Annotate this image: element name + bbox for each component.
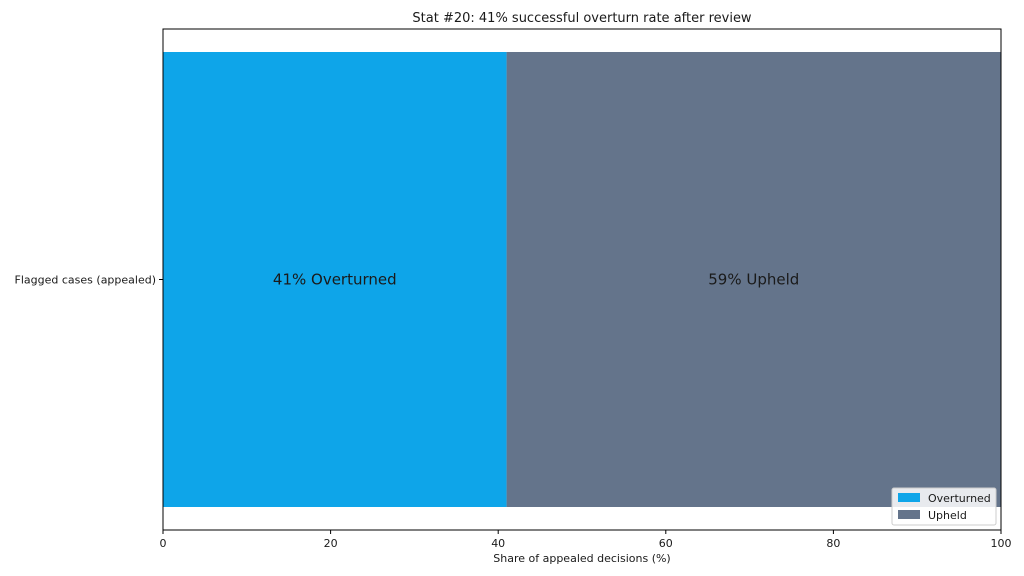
bar-overturned [163, 52, 507, 507]
x-tick-label: 100 [991, 537, 1012, 550]
x-tick-label: 20 [324, 537, 338, 550]
legend-swatch-overturned [898, 493, 920, 502]
y-tick-label: Flagged cases (appealed) [15, 274, 156, 287]
legend: Overturned Upheld [891, 487, 997, 526]
chart-title: Stat #20: 41% successful overturn rate a… [412, 11, 752, 26]
x-tick-label: 60 [659, 537, 673, 550]
bar-group [163, 52, 1001, 507]
x-tick-label: 80 [826, 537, 840, 550]
bar-label-overturned: 41% Overturned [273, 271, 397, 289]
bar-upheld [506, 52, 1001, 507]
legend-label-upheld: Upheld [928, 509, 967, 522]
y-axis-ticks: Flagged cases (appealed) [15, 274, 163, 287]
bar-labels: 41% Overturned 59% Upheld [273, 271, 799, 289]
legend-swatch-upheld [898, 510, 920, 519]
x-axis-ticks: 0 20 40 60 80 100 [160, 530, 1012, 550]
x-axis-label: Share of appealed decisions (%) [493, 552, 670, 565]
x-tick-label: 0 [160, 537, 167, 550]
x-tick-label: 40 [491, 537, 505, 550]
bar-label-upheld: 59% Upheld [708, 271, 799, 289]
legend-label-overturned: Overturned [928, 492, 991, 505]
